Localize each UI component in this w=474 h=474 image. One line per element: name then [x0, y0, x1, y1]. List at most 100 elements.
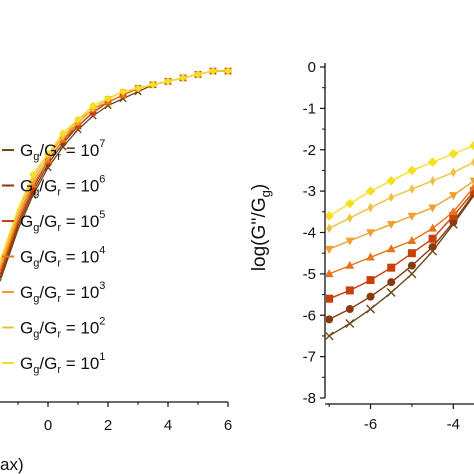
right-y-tick-label: -6	[303, 307, 316, 324]
right-data-point	[407, 235, 417, 244]
legend-entry: Gg/Gr = 103	[20, 280, 105, 305]
right-data-point	[427, 157, 438, 167]
right-series-line	[328, 161, 474, 229]
right-data-point	[366, 276, 375, 285]
left-series-line	[0, 70, 228, 261]
right-series-line	[328, 192, 474, 321]
legend-sub: g	[33, 293, 39, 305]
legend-sub: g	[33, 222, 39, 234]
legend-text: /G	[39, 212, 57, 231]
legend-sub: r	[57, 364, 61, 376]
legend-sub: r	[57, 293, 61, 305]
left-series-line	[0, 70, 228, 272]
right-panel: 0 -1 -2 -3 -4 -5 -6 -7 -8 -6 -4 log(G''/Gg)	[249, 59, 474, 433]
left-x-tick-label: 6	[224, 417, 232, 434]
right-data-point	[449, 211, 458, 220]
right-data-point	[366, 252, 375, 261]
right-y-tick-label: 0	[308, 59, 316, 76]
right-data-point	[469, 182, 474, 191]
right-data-point	[367, 202, 374, 213]
right-series-line	[328, 144, 474, 217]
legend-text: = 10	[61, 283, 99, 302]
legend-text: = 10	[61, 319, 99, 338]
legend-text: /G	[39, 354, 57, 373]
legend-text: = 10	[61, 212, 99, 231]
right-data-point	[347, 213, 353, 223]
right-data-point	[345, 286, 354, 295]
right-data-point	[449, 218, 458, 227]
right-data-point	[407, 165, 417, 176]
legend-sub: r	[57, 258, 61, 270]
left-data-point	[59, 129, 67, 137]
right-series-group	[326, 140, 474, 341]
legend-sub: g	[33, 258, 39, 270]
right-data-point	[366, 304, 376, 314]
legend-text: = 10	[61, 248, 99, 267]
right-data-point	[470, 187, 474, 196]
legend-sub: g	[33, 187, 39, 199]
legend-text: = 10	[61, 354, 99, 373]
right-data-point	[469, 177, 474, 186]
right-data-point	[345, 305, 354, 314]
y-label-sub: g	[258, 190, 273, 197]
right-data-point	[407, 269, 417, 279]
right-data-point	[345, 260, 355, 269]
legend-sup: 5	[99, 209, 105, 221]
legend-sub: g	[33, 151, 39, 163]
legend-text: G	[20, 283, 33, 302]
right-y-tick-label: -8	[303, 390, 316, 407]
right-y-tick-label: -1	[303, 100, 316, 117]
y-label-text: )	[249, 184, 270, 190]
legend-sup: 2	[99, 316, 105, 328]
left-series-line	[0, 70, 228, 268]
left-data-point	[89, 101, 97, 110]
right-data-point	[471, 157, 474, 167]
right-data-point	[366, 292, 375, 301]
legend-sub: r	[57, 222, 61, 234]
right-data-point	[326, 315, 334, 324]
right-data-point	[409, 184, 415, 194]
right-data-point	[448, 192, 458, 201]
right-data-point	[407, 212, 417, 221]
right-data-point	[387, 278, 396, 287]
left-data-point	[29, 185, 37, 192]
right-data-point	[469, 140, 474, 151]
legend-sub: r	[57, 329, 61, 341]
left-data-point	[119, 87, 127, 96]
legend-entry: Gg/Gr = 106	[20, 174, 105, 199]
right-y-tick-label: -4	[303, 225, 316, 242]
right-data-point	[386, 287, 396, 297]
right-data-point	[428, 204, 438, 213]
left-x-tick-label: 2	[104, 417, 112, 434]
legend-text: /G	[39, 319, 57, 338]
legend-text: /G	[39, 283, 57, 302]
left-data-point	[74, 115, 82, 124]
legend-sub: g	[33, 364, 39, 376]
left-x-tick-label: 4	[164, 417, 172, 434]
right-y-tick-label: -2	[303, 142, 316, 159]
legend-text: = 10	[61, 141, 99, 160]
right-y-tick-label: -5	[303, 266, 316, 283]
right-data-point	[407, 249, 416, 258]
left-data-point	[194, 70, 202, 79]
right-data-point	[450, 167, 457, 178]
right-data-point	[345, 198, 355, 209]
legend-entry: Gg/Gr = 107	[20, 138, 105, 163]
left-data-point	[44, 149, 52, 158]
right-data-point	[345, 319, 355, 329]
right-data-point	[326, 331, 334, 341]
legend-sub: g	[33, 329, 39, 341]
left-panel: 0 2 4 6 ax)	[0, 67, 232, 474]
legend-entry: Gg/Gr = 102	[20, 316, 105, 341]
right-x-tick-label: -4	[447, 416, 460, 433]
left-data-point	[104, 94, 112, 103]
legend-sub: r	[57, 187, 61, 199]
right-data-point	[428, 242, 437, 251]
right-data-point	[326, 223, 332, 234]
legend-sup: 4	[99, 245, 105, 257]
right-x-tick-label: -6	[364, 416, 377, 433]
right-data-point	[387, 263, 396, 272]
legend-text: G	[20, 354, 33, 373]
